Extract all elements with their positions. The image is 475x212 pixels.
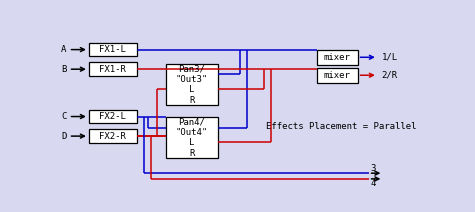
Text: A: A — [61, 45, 66, 54]
Text: 1/L: 1/L — [381, 53, 398, 62]
Text: 3: 3 — [370, 164, 376, 173]
Text: Pan4/
"Out4"
L
R: Pan4/ "Out4" L R — [176, 118, 208, 158]
FancyBboxPatch shape — [89, 129, 137, 143]
FancyBboxPatch shape — [89, 43, 137, 56]
Text: mixer: mixer — [324, 53, 351, 62]
Text: FX2-R: FX2-R — [99, 131, 126, 141]
Text: C: C — [61, 112, 66, 121]
FancyBboxPatch shape — [166, 117, 218, 159]
Text: Pan3/
"Out3"
L
R: Pan3/ "Out3" L R — [176, 64, 208, 105]
Text: FX2-L: FX2-L — [99, 112, 126, 121]
Text: FX1-L: FX1-L — [99, 45, 126, 54]
Text: B: B — [61, 65, 66, 74]
Text: Effects Placement = Parallel: Effects Placement = Parallel — [266, 122, 416, 131]
Text: mixer: mixer — [324, 71, 351, 80]
FancyBboxPatch shape — [89, 110, 137, 123]
Text: D: D — [61, 132, 66, 141]
FancyBboxPatch shape — [317, 68, 358, 82]
Text: 2/R: 2/R — [381, 71, 398, 80]
FancyBboxPatch shape — [317, 50, 358, 65]
FancyBboxPatch shape — [166, 64, 218, 105]
FancyBboxPatch shape — [89, 62, 137, 76]
Text: FX1-R: FX1-R — [99, 65, 126, 74]
Text: 4: 4 — [370, 179, 376, 188]
